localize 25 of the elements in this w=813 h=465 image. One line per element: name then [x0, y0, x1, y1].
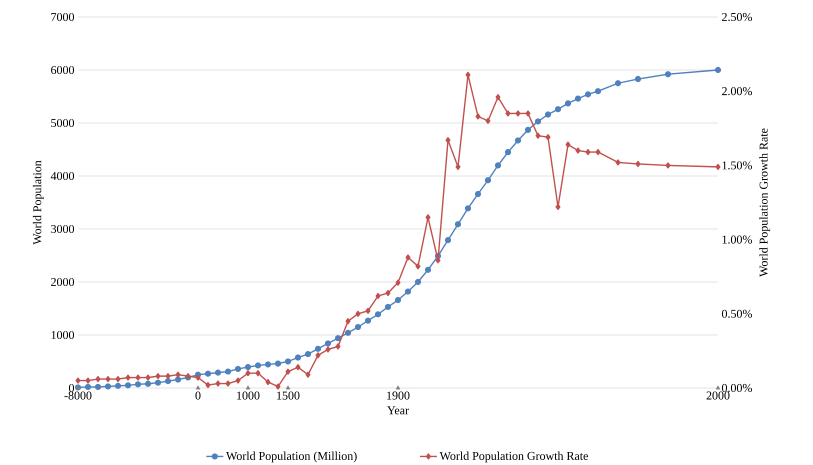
y2-axis-title: World Population Growth Rate [759, 128, 770, 277]
y2-tick-label: 2.00% [722, 86, 752, 96]
y2-tick-label: 2.50% [722, 12, 752, 21]
y-tick-label: 2000 [51, 278, 74, 286]
y-tick-label: 0 [68, 384, 74, 392]
y2-tick-label: 1.00% [722, 235, 752, 244]
x-tick-label: 2000 [706, 391, 730, 400]
x-tick-label: 1900 [387, 391, 410, 400]
y-tick-label: 6000 [51, 66, 74, 74]
y-tick-label: 5000 [51, 118, 74, 127]
x-axis-title: Year [387, 406, 409, 414]
y-tick-label: 7000 [51, 12, 74, 21]
x-tick-label: 1000 [237, 391, 260, 400]
y-tick-label: 1000 [52, 330, 74, 339]
y2-tick-label: 1.50% [722, 161, 752, 170]
legend-label: World Population Growth Rate [440, 451, 588, 462]
legend-label: World Population (Million) [226, 451, 357, 462]
y2-tick-label: 0.50% [722, 310, 752, 318]
y-tick-label: 3000 [51, 224, 74, 233]
y-tick-label: 4000 [50, 172, 74, 180]
y2-tick-label: 0.00% [722, 384, 752, 392]
x-tick-label: -8000 [64, 391, 92, 400]
y-axis-title: World Population [32, 160, 44, 245]
x-tick-label: 1500 [277, 391, 300, 400]
x-tick-label: 0 [195, 391, 201, 400]
